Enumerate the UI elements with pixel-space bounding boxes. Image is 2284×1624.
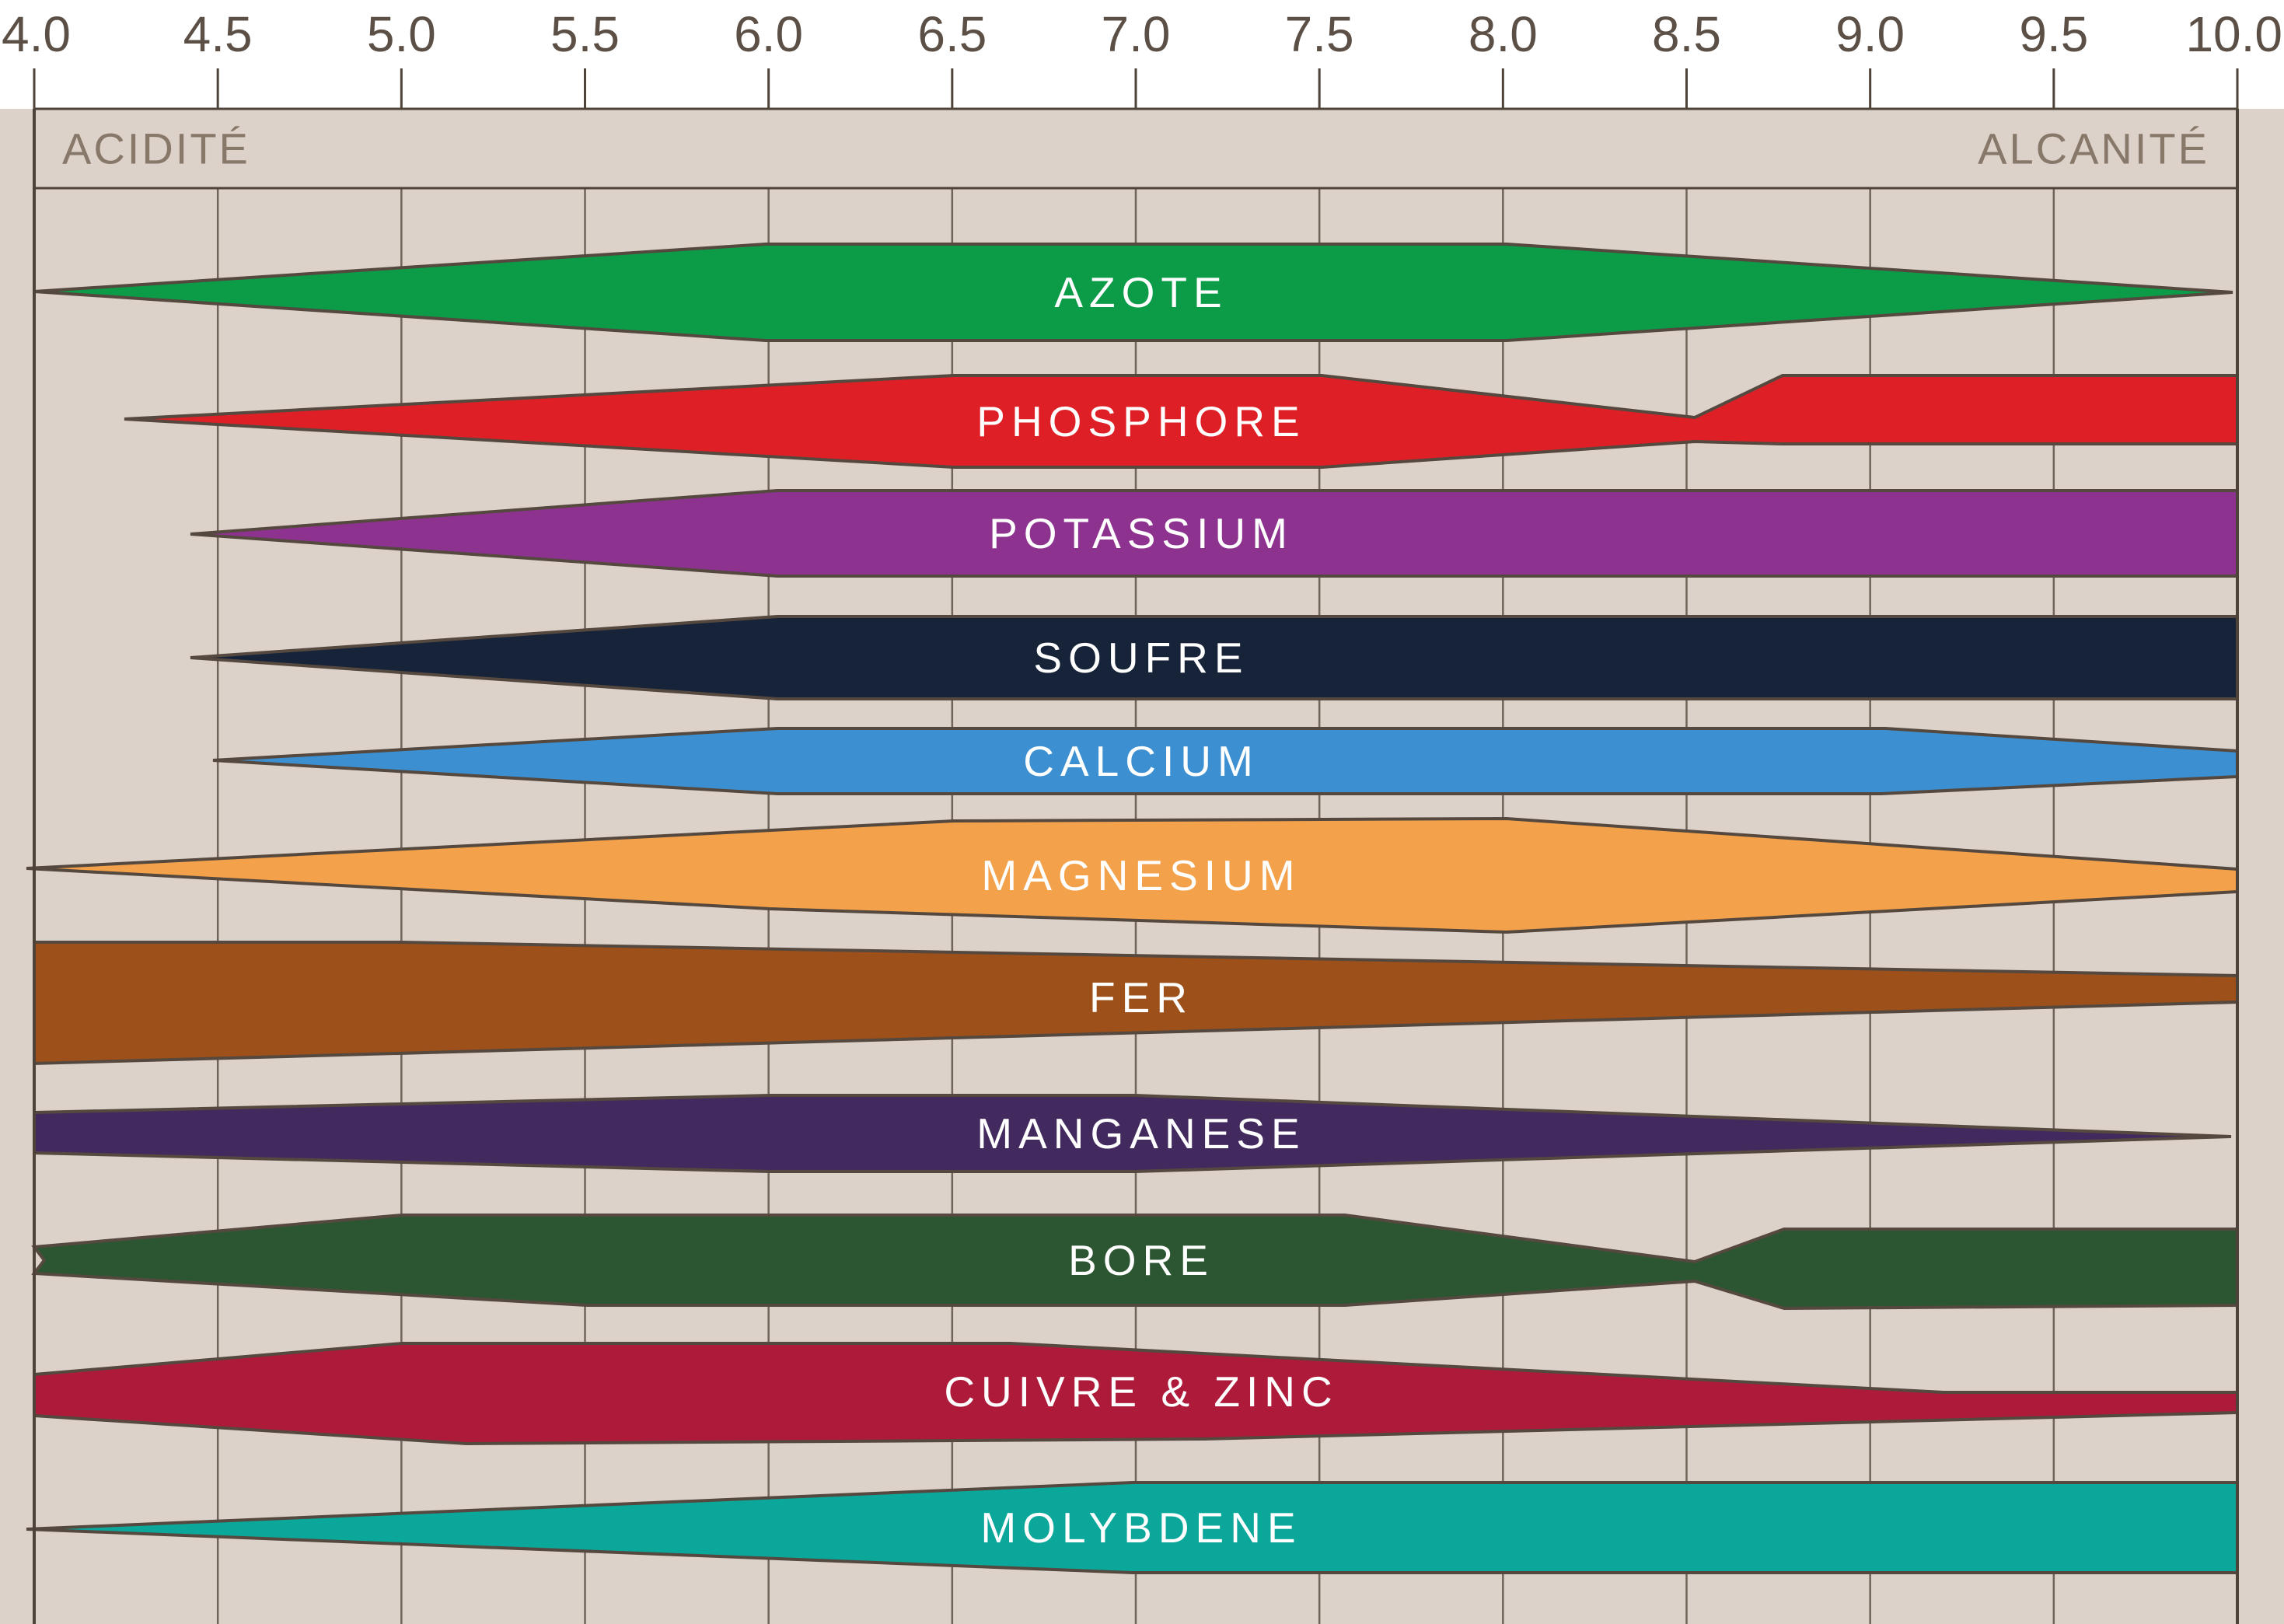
tick-label-ph-10.0: 10.0: [2185, 6, 2282, 62]
band-label-bore: BORE: [1068, 1236, 1214, 1284]
acidity-alkalinity-header: ACIDITÉ ALCANITÉ: [33, 107, 2239, 190]
tick-label-ph-6.5: 6.5: [917, 6, 987, 62]
band-bore: [31, 1214, 2239, 1311]
tick-label-ph-4.5: 4.5: [183, 6, 253, 62]
tick-label-ph-6.0: 6.0: [734, 6, 803, 62]
band-label-calcium: CALCIUM: [1023, 737, 1259, 785]
band-label-azote: AZOTE: [1054, 268, 1228, 316]
tick-label-ph-8.0: 8.0: [1469, 6, 1538, 62]
tick-label-ph-8.5: 8.5: [1652, 6, 1721, 62]
tick-label-ph-4.0: 4.0: [2, 6, 71, 62]
band-label-manganese: MANGANESE: [976, 1109, 1305, 1158]
band-label-potassium: POTASSIUM: [989, 509, 1294, 557]
band-label-phosphore: PHOSPHORE: [976, 397, 1305, 445]
band-azote: [33, 243, 2233, 342]
acidity-label: ACIDITÉ: [62, 124, 250, 173]
header-band: [33, 107, 2239, 190]
tick-label-ph-5.5: 5.5: [550, 6, 620, 62]
tick-label-ph-7.5: 7.5: [1285, 6, 1354, 62]
plot-borders: [33, 109, 2239, 1624]
band-label-fer: FER: [1089, 973, 1193, 1022]
band-label-soufre: SOUFRE: [1033, 634, 1249, 682]
tick-label-ph-7.0: 7.0: [1102, 6, 1171, 62]
band-label-cuivre-zinc: CUIVRE & ZINC: [944, 1367, 1338, 1416]
band-label-magnesium: MAGNESIUM: [981, 851, 1301, 899]
band-manganese: [33, 1094, 2232, 1173]
band-label-molybdene: MOLYBDENE: [980, 1504, 1301, 1552]
alkalinity-label: ALCANITÉ: [1978, 124, 2209, 173]
nutrient-bands: AZOTE PHOSPHORE POTASSIUM SOUFRE CALCIUM MAGN…: [26, 243, 2239, 1574]
tick-label-ph-9.5: 9.5: [2019, 6, 2088, 62]
tick-label-ph-9.0: 9.0: [1835, 6, 1905, 62]
tick-label-ph-5.0: 5.0: [367, 6, 436, 62]
ph-axis-ticks: 4.0 4.5 5.0 5.5 6.0 6.5 7.0 7.5 8.0 8.5 9.0 9.5 10.0: [2, 6, 2282, 109]
